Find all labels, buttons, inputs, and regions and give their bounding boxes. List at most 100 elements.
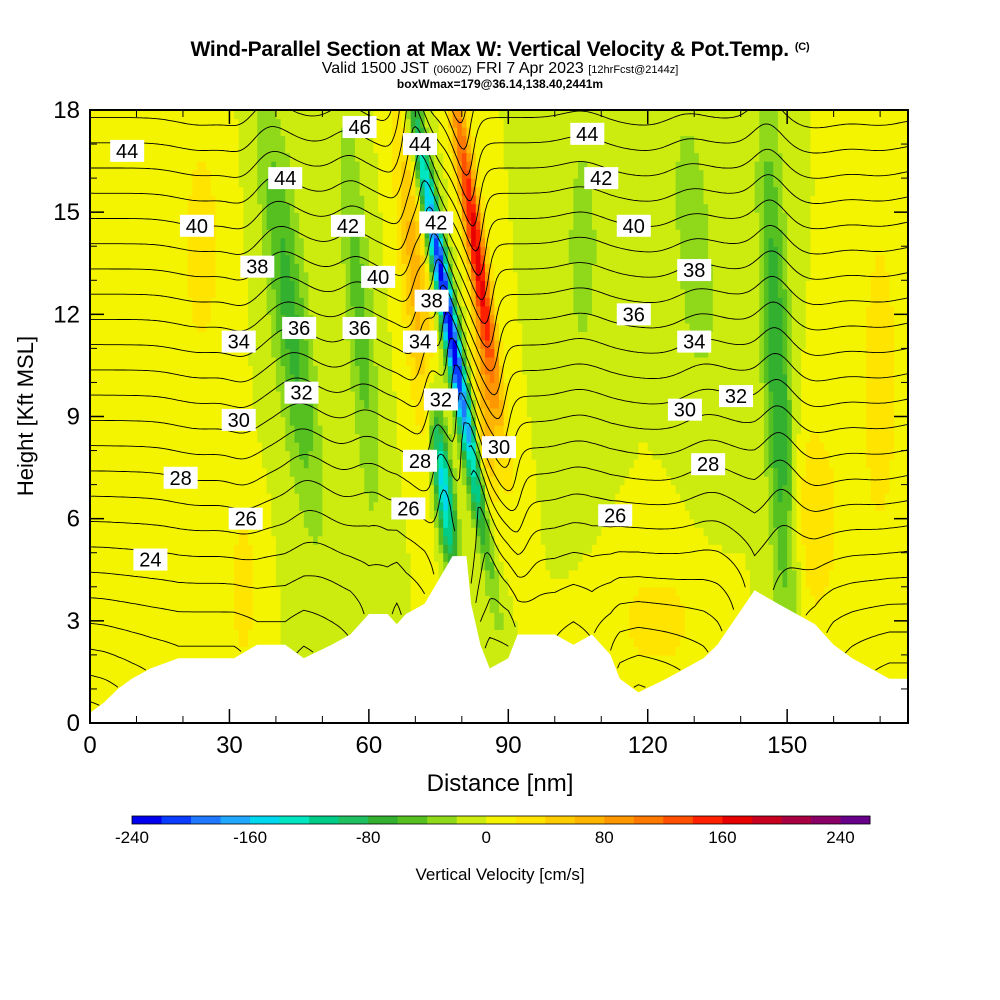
velocity-cell xyxy=(894,416,908,426)
velocity-cell xyxy=(471,425,477,435)
theta-label: 44 xyxy=(268,167,303,190)
velocity-cell xyxy=(285,135,342,145)
velocity-cell xyxy=(392,110,402,120)
velocity-cell xyxy=(359,365,370,375)
velocity-cell xyxy=(791,322,807,332)
velocity-cell xyxy=(443,484,449,494)
velocity-cell xyxy=(266,220,291,230)
velocity-cell xyxy=(508,186,574,196)
velocity-cell xyxy=(187,237,217,247)
velocity-cell xyxy=(787,229,811,239)
velocity-cell xyxy=(90,195,189,205)
velocity-cell xyxy=(489,339,495,349)
velocity-cell xyxy=(754,186,765,196)
velocity-cell xyxy=(787,467,793,477)
velocity-cell xyxy=(833,535,908,545)
velocity-cell xyxy=(601,527,705,537)
velocity-cell xyxy=(485,493,491,503)
velocity-cell xyxy=(768,339,784,349)
velocity-cell xyxy=(819,433,867,443)
velocity-cell xyxy=(285,433,296,443)
velocity-cell xyxy=(540,510,612,520)
velocity-cell xyxy=(489,510,542,520)
velocity-cell xyxy=(308,271,347,281)
velocity-cell xyxy=(187,263,217,273)
velocity-cell xyxy=(308,297,347,307)
velocity-cell xyxy=(443,263,449,273)
velocity-cell xyxy=(759,305,765,315)
velocity-cell xyxy=(452,161,458,171)
velocity-cell xyxy=(452,178,458,188)
velocity-cell xyxy=(489,237,514,247)
velocity-cell xyxy=(703,169,756,179)
velocity-cell xyxy=(447,544,454,554)
velocity-cell xyxy=(689,510,770,520)
velocity-cell xyxy=(294,280,300,290)
velocity-cell xyxy=(708,348,760,358)
velocity-cell xyxy=(443,203,449,213)
velocity-cell xyxy=(429,169,435,179)
velocity-cell xyxy=(522,365,760,375)
velocity-cell xyxy=(415,314,421,324)
velocity-cell xyxy=(805,646,908,656)
velocity-cell xyxy=(471,229,477,239)
velocity-cell xyxy=(461,433,468,443)
velocity-cell xyxy=(489,322,495,332)
velocity-cell xyxy=(308,527,323,537)
velocity-cell xyxy=(773,442,788,452)
velocity-cell xyxy=(801,510,835,520)
velocity-cell xyxy=(759,297,765,307)
velocity-cell xyxy=(759,237,765,247)
velocity-cell xyxy=(424,254,430,264)
velocity-cell xyxy=(466,382,472,392)
colorbar-tick-label: 80 xyxy=(595,828,614,847)
velocity-cell xyxy=(410,373,430,384)
theta-label: 26 xyxy=(598,504,633,527)
velocity-cell xyxy=(452,382,458,392)
velocity-cell xyxy=(480,246,486,256)
velocity-cell xyxy=(759,331,765,341)
theta-label-box xyxy=(691,453,726,476)
velocity-cell xyxy=(452,518,458,528)
velocity-cell xyxy=(429,127,440,137)
velocity-cell xyxy=(90,433,258,443)
velocity-cell xyxy=(308,356,314,367)
velocity-cell xyxy=(763,390,770,401)
velocity-cell xyxy=(573,186,593,196)
velocity-cell xyxy=(461,220,468,230)
velocity-cell xyxy=(568,246,598,256)
velocity-cell xyxy=(503,144,681,154)
velocity-cell xyxy=(675,186,705,196)
velocity-cell xyxy=(322,425,356,435)
velocity-cell xyxy=(382,254,398,264)
velocity-cell xyxy=(489,305,495,315)
velocity-cell xyxy=(503,484,514,494)
velocity-cell xyxy=(452,135,458,145)
velocity-cell xyxy=(447,288,454,298)
velocity-cell xyxy=(313,442,323,452)
velocity-cell xyxy=(452,220,458,230)
velocity-cell xyxy=(429,433,435,443)
velocity-cell xyxy=(480,493,486,503)
velocity-cell xyxy=(791,518,798,528)
velocity-cell xyxy=(406,263,412,273)
velocity-cell xyxy=(475,331,482,341)
velocity-cell xyxy=(443,527,454,537)
velocity-cell xyxy=(471,195,477,205)
velocity-cell xyxy=(461,246,468,256)
velocity-cell xyxy=(359,161,379,171)
velocity-cell xyxy=(475,254,482,264)
velocity-cell xyxy=(471,322,477,332)
velocity-cell xyxy=(796,552,807,562)
theta-label-text: 26 xyxy=(397,498,419,520)
velocity-cell xyxy=(447,450,454,460)
velocity-cell xyxy=(350,254,361,264)
velocity-cell xyxy=(875,263,886,273)
velocity-cell xyxy=(415,237,421,247)
velocity-cell xyxy=(248,348,272,358)
colorbar-tick-label: 160 xyxy=(708,828,736,847)
velocity-cell xyxy=(471,510,477,520)
velocity-cell xyxy=(252,620,282,630)
velocity-cell xyxy=(475,535,482,545)
velocity-cell xyxy=(791,407,802,418)
